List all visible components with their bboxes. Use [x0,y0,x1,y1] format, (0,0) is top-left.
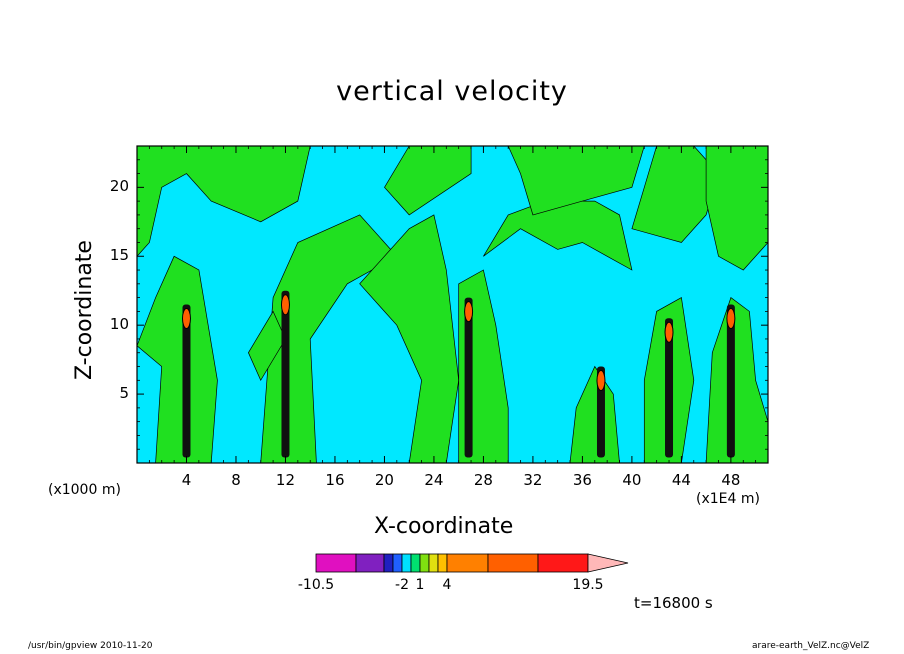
updraft-core [182,304,191,458]
x-tick-label: 32 [523,471,543,489]
green-region [705,146,768,271]
colorbar-segment [446,553,489,573]
x-tick-label: 40 [622,471,642,489]
x-tick-label: 36 [572,471,592,489]
y-tick-label: 20 [109,177,129,196]
green-region [507,146,645,216]
y-tick-label: 5 [119,384,129,403]
x-tick-label: 28 [473,471,493,489]
colorbar-segment [355,553,385,573]
updraft-core [281,290,290,458]
colorbar-label: 19.5 [572,577,604,593]
x-unit-label: (x1000 m) [48,482,121,498]
colorbar-segment [315,553,357,573]
x-tick-label: 12 [275,471,296,489]
colorbar-segment [419,553,430,573]
updraft-max [664,321,674,343]
y-tick-label: 10 [109,315,129,334]
x-tick-label: 44 [671,471,691,489]
x-tick-label: 16 [325,471,345,489]
x-tick-label: 20 [374,471,394,489]
colorbar-segment [401,553,412,573]
updraft-core [464,297,473,458]
colorbar-segment [428,553,439,573]
y-tick-label: 15 [109,246,129,265]
contour-regions [137,146,768,463]
colorbar-extend-arrow [587,553,629,573]
x-axis-label: X-coordinate [374,514,514,539]
footer-variable: arare-earth_VelZ.nc@VelZ [752,641,870,651]
footer-program: /usr/bin/gpview 2010-11-20 [28,641,153,651]
updraft-max [181,308,191,329]
green-region [137,255,218,463]
plot-frame [136,145,769,464]
green-region [705,297,768,463]
colorbar-label: 1 [415,577,425,593]
updraft-max [596,370,606,392]
x-tick-label: 48 [721,471,741,489]
chart-title: vertical velocity [336,76,568,107]
updraft-core [665,318,674,458]
green-region [359,214,460,463]
x-tick-label: 4 [181,471,192,489]
colorbar-segment [410,553,421,573]
colorbar-segment [392,553,403,573]
colorbar-segment [537,553,589,573]
time-label: t=16800 s [634,594,713,612]
x-tick-label: 8 [231,471,241,489]
x-unit-secondary-label: (x1E4 m) [696,491,760,507]
updraft-core [726,304,735,458]
green-region [384,146,472,216]
updraft-max [726,308,736,329]
colorbar-label: 4 [442,577,452,593]
colorbar-label: -10.5 [297,577,335,593]
colorbar-segment [383,553,394,573]
colorbar-label: -2 [395,577,409,593]
x-tick-label: 24 [424,471,444,489]
updraft-max [464,301,474,323]
colorbar-segment [437,553,448,573]
colorbar-segment [487,553,539,573]
green-region [137,146,311,257]
updraft-max [280,294,290,316]
